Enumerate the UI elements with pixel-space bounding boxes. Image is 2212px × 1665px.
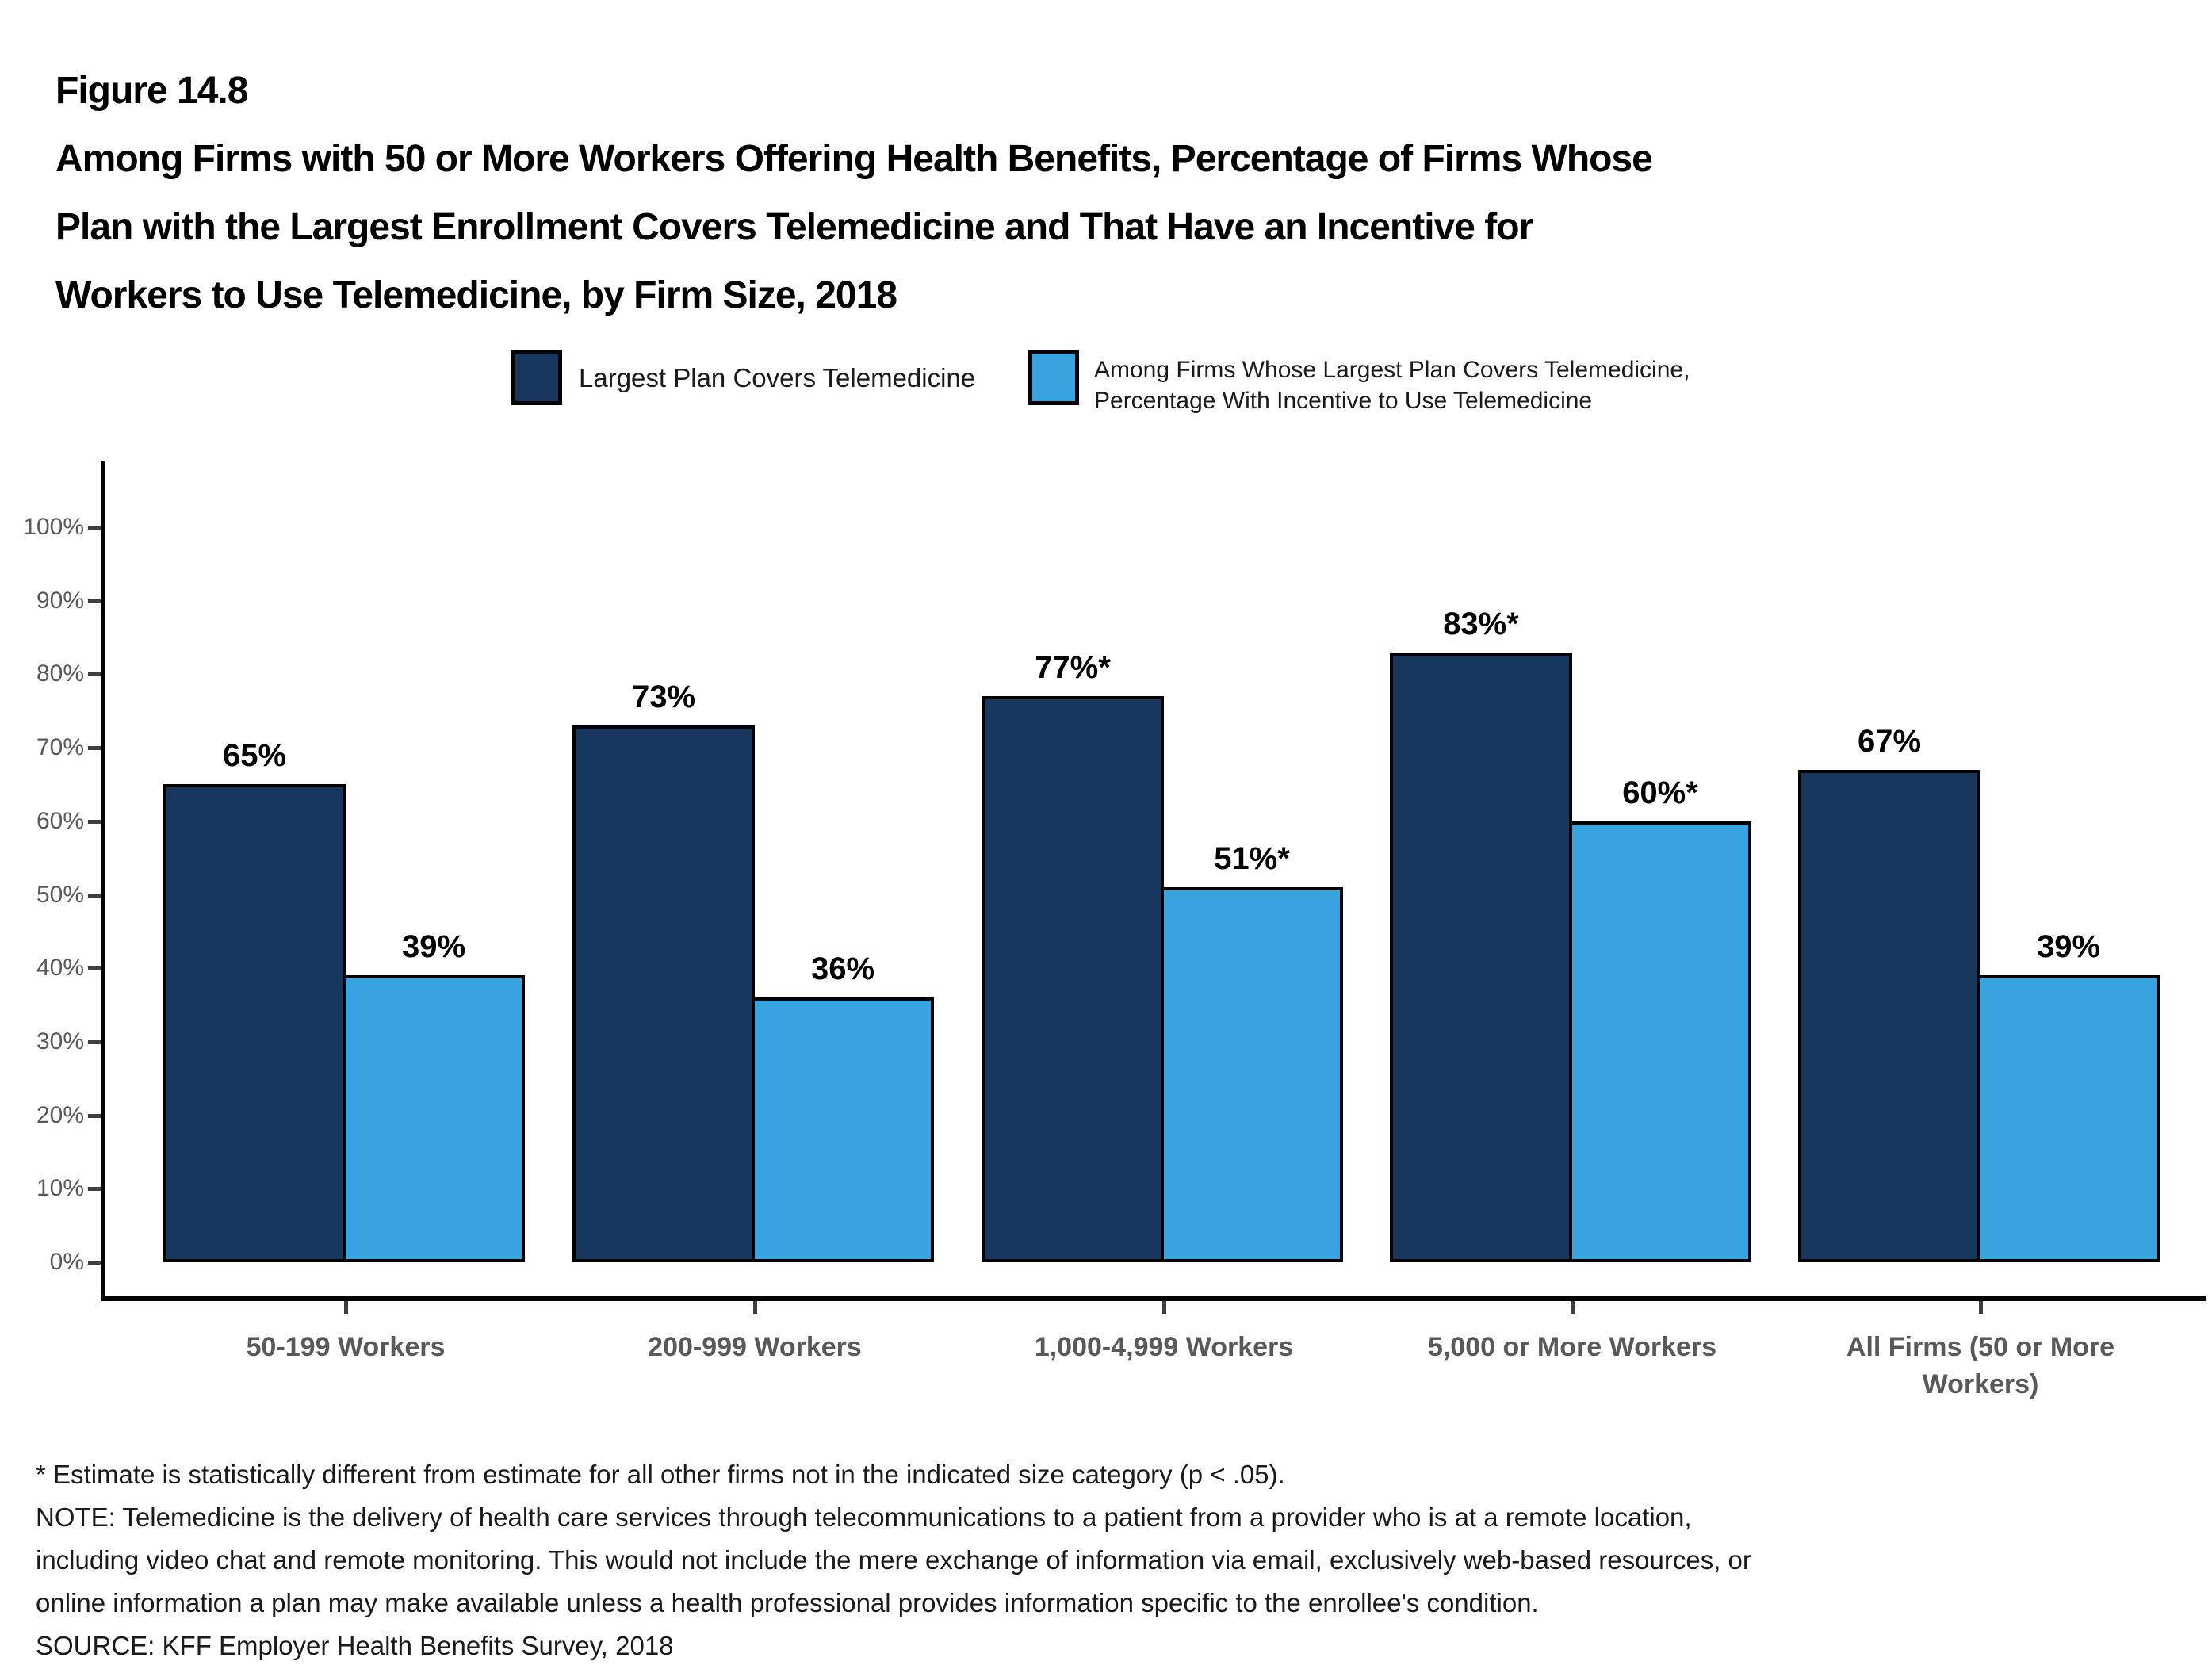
x-tick-All Firms (50 or More Workers) [1979,1301,1983,1314]
value-label-series2-All Firms (50 or More Workers): 39% [2036,929,2101,964]
legend-swatch-light [1028,350,1079,405]
category-label-50-199 Workers: 50-199 Workers [246,1332,446,1362]
chart-header: Figure 14.8 Among Firms with 50 or More … [55,57,1653,330]
y-tick-60% [88,819,101,824]
y-tick-label-80%: 80% [36,660,84,687]
footnote-note-line-1: NOTE: Telemedicine is the delivery of he… [36,1502,1692,1532]
bar-series2-5,000 or More Workers [1569,821,1751,1262]
x-tick-1,000-4,999 Workers [1162,1301,1166,1314]
bar-series1-All Firms (50 or More Workers) [1798,770,1980,1262]
y-tick-100% [88,526,101,530]
chart-title-line-1: Among Firms with 50 or More Workers Offe… [55,138,1653,180]
y-tick-50% [88,893,101,898]
value-label-series1-200-999 Workers: 73% [631,679,696,714]
category-label-All Firms (50 or More Workers): All Firms (50 or More Workers) [1846,1332,2115,1399]
legend-label-light-line-2: Percentage With Incentive to Use Telemed… [1094,388,1593,414]
bar-series2-All Firms (50 or More Workers) [1977,975,2160,1262]
x-tick-50-199 Workers [344,1301,348,1314]
y-axis-line [101,461,105,1301]
y-tick-0% [88,1261,101,1265]
legend-swatch-dark [511,350,562,405]
value-label-series1-5,000 or More Workers: 83%* [1443,607,1519,641]
bar-series1-200-999 Workers [572,725,755,1262]
x-axis-line [101,1296,2206,1301]
chart-title-line-2: Plan with the Largest Enrollment Covers … [55,206,1533,248]
bar-series1-50-199 Workers [163,784,346,1262]
y-tick-label-70%: 70% [36,734,84,761]
value-label-series2-5,000 or More Workers: 60%* [1622,775,1698,810]
y-tick-30% [88,1039,101,1044]
bar-series2-200-999 Workers [752,997,934,1262]
bar-series2-50-199 Workers [343,975,525,1262]
x-tick-5,000 or More Workers [1571,1301,1575,1314]
y-tick-label-100%: 100% [23,514,84,540]
y-tick-label-50%: 50% [36,881,84,908]
bar-series1-5,000 or More Workers [1390,653,1572,1262]
legend-label-dark: Largest Plan Covers Telemedicine [579,363,976,392]
y-tick-90% [88,599,101,603]
y-tick-label-60%: 60% [36,807,84,834]
value-label-series2-200-999 Workers: 36% [810,951,875,986]
y-tick-label-90%: 90% [36,587,84,614]
y-tick-label-20%: 20% [36,1101,84,1128]
y-tick-20% [88,1113,101,1118]
value-label-series2-50-199 Workers: 39% [401,929,466,964]
y-tick-label-30%: 30% [36,1028,84,1054]
value-label-series1-1,000-4,999 Workers: 77%* [1035,650,1111,685]
category-label-1,000-4,999 Workers: 1,000-4,999 Workers [1034,1332,1294,1362]
legend-label-light: Among Firms Whose Largest Plan Covers Te… [1094,354,1690,416]
y-tick-70% [88,746,101,751]
value-label-series2-1,000-4,999 Workers: 51%* [1214,841,1290,876]
footnotes: * Estimate is statistically different fr… [36,1453,1751,1665]
footnote-note-line-3: online information a plan may make avail… [36,1588,1539,1617]
chart-title-line-3: Workers to Use Telemedicine, by Firm Siz… [55,274,897,316]
x-tick-200-999 Workers [753,1301,757,1314]
y-tick-label-10%: 10% [36,1175,84,1202]
y-tick-80% [88,672,101,677]
bar-series2-1,000-4,999 Workers [1161,887,1343,1262]
value-label-series1-50-199 Workers: 65% [222,738,287,773]
category-label-5,000 or More Workers: 5,000 or More Workers [1427,1332,1717,1362]
y-tick-label-40%: 40% [36,955,84,982]
y-tick-label-0%: 0% [49,1249,84,1275]
figure-number: Figure 14.8 [55,70,248,112]
legend-label-light-line-1: Among Firms Whose Largest Plan Covers Te… [1094,357,1690,383]
value-label-series1-All Firms (50 or More Workers): 67% [1857,724,1922,759]
footnote-note-line-2: including video chat and remote monitori… [36,1545,1751,1575]
footnote-source: SOURCE: KFF Employer Health Benefits Sur… [36,1631,674,1660]
footnote-asterisk: * Estimate is statistically different fr… [36,1460,1285,1489]
y-tick-10% [88,1187,101,1192]
category-label-200-999 Workers: 200-999 Workers [648,1332,862,1362]
bar-series1-1,000-4,999 Workers [982,696,1164,1262]
y-tick-40% [88,966,101,971]
